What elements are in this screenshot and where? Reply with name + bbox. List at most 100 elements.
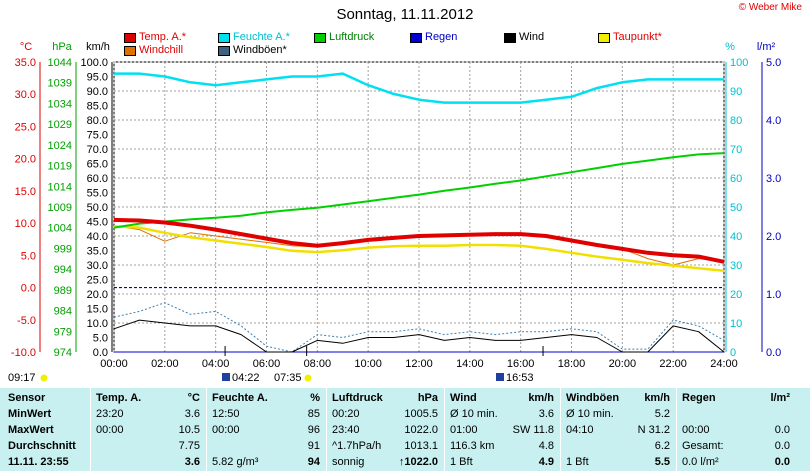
stats-table: Sensor MinWert MaxWert Durchschnitt 11.11. 2… — [0, 388, 810, 471]
legend-swatch — [314, 33, 326, 43]
stats-humidity-header: Feuchte A. — [212, 392, 268, 404]
humidity-tick-label: 40 — [730, 231, 742, 243]
temp-tick-label: -5.0 — [17, 315, 36, 327]
stats-pressure-time: ^1.7hPa/h — [332, 440, 382, 452]
stats-gust-value: 6.2 — [654, 440, 670, 452]
pressure-tick-label: 1019 — [48, 161, 72, 173]
stats-wind-time: Ø 10 min. — [450, 408, 498, 420]
x-tick-label: 00:00 — [100, 358, 128, 370]
pressure-tick-label: 1014 — [48, 181, 72, 193]
wind-axis-label: km/h — [86, 41, 110, 53]
stats-wind-header: Wind — [450, 392, 477, 404]
stats-humidity-current-note: 5.82 g/m³ — [212, 456, 259, 468]
stats-pressure-header: Luftdruck — [332, 392, 383, 404]
sunrise-label: 07:35 — [274, 372, 302, 384]
copyright-label: © Weber Mike — [738, 2, 802, 13]
sunset-icon — [496, 373, 504, 381]
wind-tick-label: 25.0 — [87, 275, 108, 287]
stats-wind-value: SW 11.8 — [512, 424, 554, 436]
pressure-tick-label: 994 — [54, 264, 72, 276]
stats-rain-header: Regen — [682, 392, 716, 404]
stats-humidity-unit: % — [310, 392, 320, 404]
wind-tick-label: 100.0 — [80, 57, 108, 69]
legend-label: Windchill — [139, 44, 184, 56]
stats-wind-time: 116.3 km — [450, 440, 495, 452]
legend-label: Regen — [425, 31, 458, 43]
legend-swatch — [410, 33, 422, 43]
humidity-tick-label: 100 — [730, 57, 748, 69]
temp-tick-label: 35.0 — [15, 57, 36, 69]
x-tick-label: 24:00 — [710, 358, 738, 370]
pressure-tick-label: 1009 — [48, 202, 72, 214]
temp-tick-label: -10.0 — [11, 347, 36, 359]
rain-tick-label: 2.0 — [766, 231, 781, 243]
rain-tick-label: 1.0 — [766, 289, 781, 301]
wind-tick-label: 40.0 — [87, 231, 108, 243]
stats-rain-time: 00:00 — [682, 424, 710, 436]
humidity-tick-label: 10 — [730, 318, 742, 330]
x-tick-label: 04:00 — [202, 358, 230, 370]
sun-icon — [304, 374, 312, 382]
wind-tick-label: 55.0 — [87, 188, 108, 200]
stats-pressure-value: 1013.1 — [404, 440, 438, 452]
x-tick-label: 14:00 — [456, 358, 484, 370]
wind-tick-label: 95.0 — [87, 72, 108, 84]
rain-tick-label: 4.0 — [766, 115, 781, 127]
series-line-luftdruck — [113, 152, 725, 229]
stats-temp-header: Temp. A. — [96, 392, 142, 404]
pressure-tick-label: 1024 — [48, 140, 72, 152]
humidity-tick-label: 80 — [730, 115, 742, 127]
wind-tick-label: 65.0 — [87, 159, 108, 171]
stats-separator — [326, 388, 327, 471]
moonset-label: 09:17 — [8, 372, 36, 384]
wind-tick-label: 80.0 — [87, 115, 108, 127]
stats-row-label: MinWert — [8, 408, 52, 420]
humidity-tick-label: 70 — [730, 144, 742, 156]
series-line-feuchte-a — [114, 72, 724, 104]
stats-separator — [560, 388, 561, 471]
stats-temp-current: 3.6 — [184, 456, 200, 468]
stats-humidity-value: 85 — [307, 408, 320, 420]
stats-gust-header: Windböen — [566, 392, 620, 404]
stats-gust-current-note: 1 Bft — [566, 456, 589, 468]
temp-tick-label: 5.0 — [21, 250, 36, 262]
x-tick-label: 10:00 — [354, 358, 382, 370]
chart-title: Sonntag, 11.11.2012 — [336, 6, 474, 23]
wind-tick-label: 45.0 — [87, 217, 108, 229]
x-tick-label: 18:00 — [558, 358, 586, 370]
legend-swatch — [218, 33, 230, 43]
stats-separator — [676, 388, 677, 471]
stats-separator — [444, 388, 445, 471]
chart-plot: 00:00 02:00 04:00 06:00 08:00 10:00 12:00 14:00… — [8, 41, 781, 384]
stats-gust-time: Ø 10 min. — [566, 408, 614, 420]
moon-icon — [40, 374, 48, 382]
legend-swatch — [124, 46, 136, 56]
stats-pressure-current: ↑1022.0 — [398, 456, 438, 468]
rain-axis-label: l/m² — [757, 41, 776, 53]
stats-current-time: 11.11. 23:55 — [8, 456, 69, 468]
humidity-tick-label: 50 — [730, 202, 742, 214]
stats-rain-value: 0.0 — [774, 424, 790, 436]
temp-axis-label: °C — [20, 41, 32, 53]
wind-tick-label: 75.0 — [87, 130, 108, 142]
temp-tick-label: 30.0 — [15, 89, 36, 101]
pressure-tick-label: 984 — [54, 306, 72, 318]
series-line-temp-a — [113, 217, 725, 264]
series-line-wind — [113, 319, 725, 353]
stats-pressure-value: 1005.5 — [404, 408, 438, 420]
legend-swatch — [218, 46, 230, 56]
stats-humidity-value: 96 — [307, 424, 320, 436]
temp-tick-label: 20.0 — [15, 154, 36, 166]
stats-wind-current: 4.9 — [538, 456, 554, 468]
humidity-tick-label: 30 — [730, 260, 742, 272]
legend-label: Windböen* — [233, 44, 287, 56]
wind-tick-label: 35.0 — [87, 246, 108, 258]
x-tick-label: 16:00 — [507, 358, 535, 370]
x-tick-label: 08:00 — [304, 358, 332, 370]
humidity-tick-label: 0 — [730, 347, 736, 359]
pressure-tick-label: 974 — [54, 347, 72, 359]
pressure-tick-label: 999 — [54, 243, 72, 255]
x-tick-label: 06:00 — [253, 358, 281, 370]
pressure-tick-label: 1044 — [48, 57, 72, 69]
temp-tick-label: 10.0 — [15, 218, 36, 230]
